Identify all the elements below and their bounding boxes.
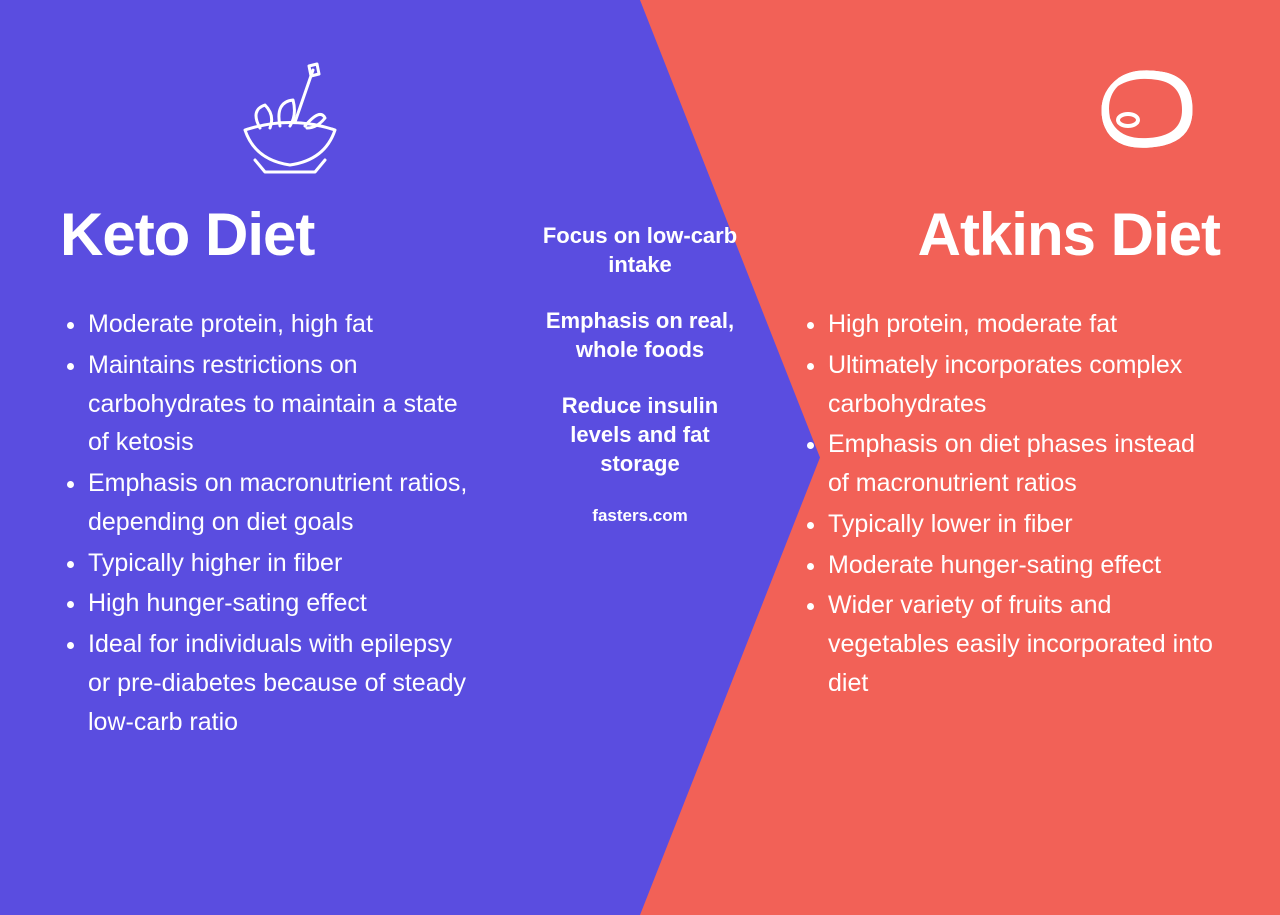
steak-icon <box>800 60 1220 200</box>
list-item: Wider variety of fruits and vegetables e… <box>828 586 1220 702</box>
shared-item: Focus on low-carb intake <box>530 222 750 279</box>
list-item: High hunger-sating effect <box>88 584 480 623</box>
list-item: Ideal for individuals with epilepsy or p… <box>88 625 480 741</box>
list-item: Typically lower in fiber <box>828 505 1220 544</box>
list-item: Ultimately incorporates complex carbohyd… <box>828 346 1220 424</box>
venn-infographic: Keto Diet Moderate protein, high fat Mai… <box>0 0 1280 915</box>
shared-item: Emphasis on real, whole foods <box>530 307 750 364</box>
list-item: High protein, moderate fat <box>828 305 1220 344</box>
list-item: Emphasis on macronutrient ratios, depend… <box>88 464 480 542</box>
left-content: Keto Diet Moderate protein, high fat Mai… <box>60 0 480 743</box>
right-title: Atkins Diet <box>800 200 1220 269</box>
center-shared: Focus on low-carb intake Emphasis on rea… <box>530 222 750 526</box>
list-item: Moderate hunger-sating effect <box>828 546 1220 585</box>
shared-item: Reduce insulin levels and fat storage <box>530 392 750 478</box>
salad-bowl-icon <box>60 60 480 200</box>
right-points: High protein, moderate fat Ultimately in… <box>800 305 1220 703</box>
left-points: Moderate protein, high fat Maintains res… <box>60 305 480 741</box>
list-item: Typically higher in fiber <box>88 544 480 583</box>
list-item: Maintains restrictions on carbohydrates … <box>88 346 480 462</box>
list-item: Emphasis on diet phases instead of macro… <box>828 425 1220 503</box>
right-content: Atkins Diet High protein, moderate fat U… <box>800 0 1220 705</box>
left-title: Keto Diet <box>60 200 480 269</box>
list-item: Moderate protein, high fat <box>88 305 480 344</box>
source-label: fasters.com <box>530 506 750 526</box>
